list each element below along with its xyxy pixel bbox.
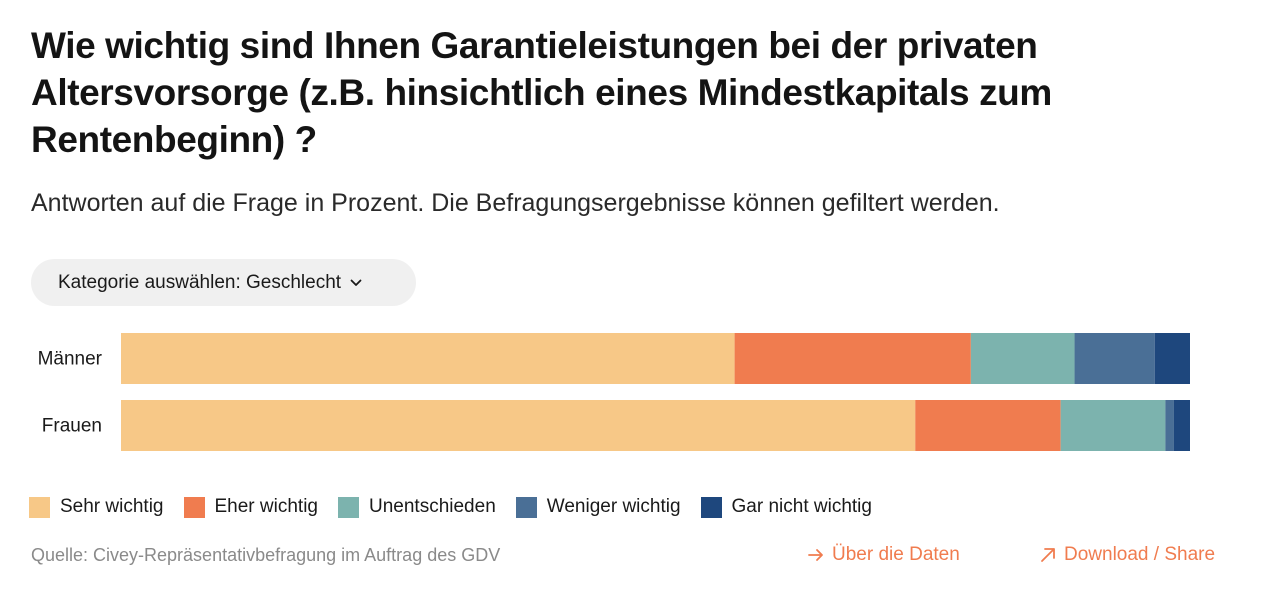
- legend-item: Gar nicht wichtig: [700, 496, 872, 518]
- bar-segment[interactable]: [121, 400, 916, 451]
- bar-segment[interactable]: [1074, 333, 1155, 384]
- bar-segment[interactable]: [121, 333, 735, 384]
- arrow-up-right-icon: [1040, 547, 1056, 563]
- stacked-bar-chart: Männer Frauen: [38, 333, 1190, 451]
- chart-legend: Sehr wichtig Eher wichtig Unentschieden Wen…: [29, 496, 892, 518]
- category-dropdown-label: Kategorie auswählen: Geschlecht: [58, 271, 342, 293]
- chart-title: Wie wichtig sind Ihnen Garantieleistunge…: [31, 25, 1052, 160]
- legend-item: Unentschieden: [338, 496, 496, 518]
- category-label: Männer: [38, 349, 103, 370]
- bar-segment[interactable]: [915, 400, 1061, 451]
- legend-label: Weniger wichtig: [546, 496, 681, 517]
- legend-label: Unentschieden: [369, 496, 496, 517]
- about-data-label: Über die Daten: [832, 544, 960, 565]
- arrow-right-icon: [808, 548, 824, 562]
- source-note: Quelle: Civey-Repräsentativbefragung im …: [31, 545, 501, 565]
- legend-swatch: [29, 496, 50, 518]
- about-data-link[interactable]: Über die Daten: [808, 544, 960, 566]
- bar-segment[interactable]: [1060, 400, 1166, 451]
- legend-label: Eher wichtig: [214, 496, 319, 517]
- legend-item: Eher wichtig: [183, 496, 319, 518]
- legend-item: Sehr wichtig: [29, 496, 164, 518]
- chart-subtitle: Antworten auf die Frage in Prozent. Die …: [31, 189, 1000, 217]
- legend-swatch: [183, 496, 205, 518]
- category-label: Frauen: [42, 416, 102, 437]
- bar-segment[interactable]: [1165, 400, 1174, 451]
- legend-item: Weniger wichtig: [515, 496, 681, 518]
- bar-segment[interactable]: [734, 333, 971, 384]
- bar-segment[interactable]: [1173, 400, 1190, 451]
- download-share-link[interactable]: Download / Share: [1040, 544, 1215, 566]
- category-dropdown[interactable]: Kategorie auswählen: Geschlecht: [31, 259, 416, 306]
- bar-segment[interactable]: [1154, 333, 1190, 384]
- bar-segment[interactable]: [970, 333, 1075, 384]
- legend-label: Gar nicht wichtig: [731, 496, 872, 517]
- legend-swatch: [515, 496, 537, 518]
- chevron-down-icon: [350, 279, 362, 287]
- legend-label: Sehr wichtig: [60, 496, 164, 517]
- legend-swatch: [338, 496, 359, 518]
- download-share-label: Download / Share: [1064, 544, 1216, 565]
- legend-swatch: [700, 496, 722, 518]
